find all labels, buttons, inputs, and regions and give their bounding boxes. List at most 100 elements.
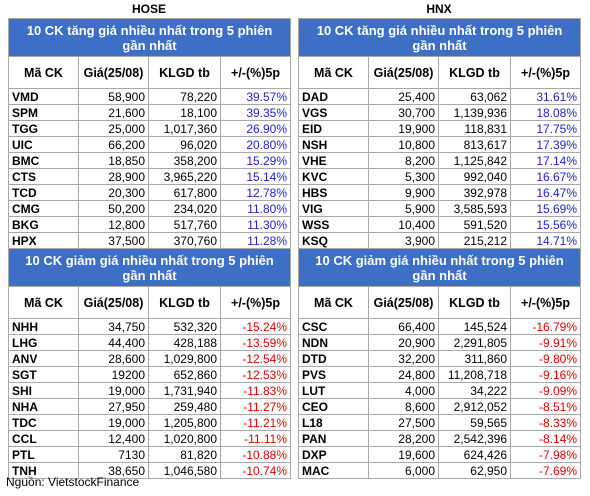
table-row: BMC 18,850 358,200 15.29% (8, 152, 292, 169)
column-header: +/-(%)5p (509, 56, 582, 89)
ticker-cell: PVS (298, 366, 369, 383)
change-cell: 17.39% (509, 136, 582, 153)
volume-cell: 81,820 (148, 446, 221, 463)
change-cell: -16.79% (509, 318, 582, 335)
price-cell: 12,800 (78, 216, 149, 233)
table-row: NHA 27,950 259,480 -11.27% (8, 398, 292, 415)
table-row: VMD 58,900 78,220 39.57% (8, 88, 292, 105)
table-row: HBS 9,900 392,978 16.47% (298, 184, 582, 201)
table-row: HPX 37,500 370,760 11.28% (8, 232, 292, 249)
change-cell: -9.80% (509, 350, 582, 367)
price-cell: 25,000 (78, 120, 149, 137)
change-cell: 11.30% (219, 216, 292, 233)
change-cell: -11.83% (219, 382, 292, 399)
volume-cell: 96,020 (148, 136, 221, 153)
change-cell: -11.21% (219, 414, 292, 431)
change-cell: 39.35% (219, 104, 292, 121)
gainers-section-header: 10 CK tăng giá nhiều nhất trong 5 phiên … (7, 18, 292, 57)
change-cell: 12.78% (219, 184, 292, 201)
table-row: DAD 25,400 63,062 31.61% (298, 88, 582, 105)
price-cell: 66,400 (368, 318, 439, 335)
ticker-cell: PAN (298, 430, 369, 447)
volume-cell: 1,205,800 (148, 414, 221, 431)
volume-cell: 311,860 (438, 350, 511, 367)
ticker-cell: NDN (298, 334, 369, 351)
price-cell: 10,800 (368, 136, 439, 153)
volume-cell: 11,208,718 (438, 366, 511, 383)
change-cell: 16.67% (509, 168, 582, 185)
price-cell: 50,200 (78, 200, 149, 217)
table-row: UIC 66,200 96,020 20.80% (8, 136, 292, 153)
price-cell: 27,950 (78, 398, 149, 415)
price-cell: 28,900 (78, 168, 149, 185)
volume-cell: 59,565 (438, 414, 511, 431)
change-cell: -11.11% (219, 430, 292, 447)
volume-cell: 34,222 (438, 382, 511, 399)
price-cell: 8,200 (368, 152, 439, 169)
table-row: NSH 10,800 813,617 17.39% (298, 136, 582, 153)
volume-cell: 2,912,052 (438, 398, 511, 415)
price-cell: 30,700 (368, 104, 439, 121)
volume-cell: 652,860 (148, 366, 221, 383)
volume-cell: 2,291,805 (438, 334, 511, 351)
volume-cell: 1,731,940 (148, 382, 221, 399)
table-row: NHH 34,750 532,320 -15.24% (8, 318, 292, 335)
column-header: Giá(25/08) (368, 286, 439, 319)
volume-cell: 2,542,396 (438, 430, 511, 447)
table-row: BKG 12,800 517,760 11.30% (8, 216, 292, 233)
ticker-cell: VMD (8, 88, 79, 105)
column-header: Giá(25/08) (78, 286, 149, 319)
change-cell: -8.51% (509, 398, 582, 415)
column-header: Giá(25/08) (368, 56, 439, 89)
change-cell: 11.28% (219, 232, 292, 249)
ticker-cell: VGS (298, 104, 369, 121)
column-header-row: Mã CK Giá(25/08) KLGD tb +/-(%)5p (8, 56, 292, 89)
table-row: NDN 20,900 2,291,805 -9.91% (298, 334, 582, 351)
price-cell: 19,600 (368, 446, 439, 463)
price-cell: 34,750 (78, 318, 149, 335)
price-cell: 21,600 (78, 104, 149, 121)
table-row: PVS 24,800 11,208,718 -9.16% (298, 366, 582, 383)
volume-cell: 532,320 (148, 318, 221, 335)
change-cell: 39.57% (219, 88, 292, 105)
table-row: CEO 8,600 2,912,052 -8.51% (298, 398, 582, 415)
change-cell: -9.91% (509, 334, 582, 351)
change-cell: -8.33% (509, 414, 582, 431)
change-cell: -7.69% (509, 462, 582, 479)
change-cell: -8.14% (509, 430, 582, 447)
losers-title: 10 CK giảm giá nhiều nhất trong 5 phiên … (7, 248, 292, 287)
ticker-cell: DTD (298, 350, 369, 367)
ticker-cell: MAC (298, 462, 369, 479)
table-row: VHE 8,200 1,125,842 17.14% (298, 152, 582, 169)
price-cell: 19,000 (78, 414, 149, 431)
change-cell: 31.61% (509, 88, 582, 105)
table-row: TDC 19,000 1,205,800 -11.21% (8, 414, 292, 431)
volume-cell: 145,524 (438, 318, 511, 335)
volume-cell: 358,200 (148, 152, 221, 169)
ticker-cell: LUT (298, 382, 369, 399)
ticker-cell: HBS (298, 184, 369, 201)
price-cell: 58,900 (78, 88, 149, 105)
price-cell: 10,400 (368, 216, 439, 233)
price-cell: 3,900 (368, 232, 439, 249)
change-cell: 17.75% (509, 120, 582, 137)
volume-cell: 1,139,936 (438, 104, 511, 121)
table-row: PTL 7130 81,820 -10.88% (8, 446, 292, 463)
price-cell: 7130 (78, 446, 149, 463)
column-header: Mã CK (298, 286, 369, 319)
column-header: Mã CK (8, 286, 79, 319)
ticker-cell: CMG (8, 200, 79, 217)
price-cell: 20,300 (78, 184, 149, 201)
change-cell: 15.29% (219, 152, 292, 169)
ticker-cell: SGT (8, 366, 79, 383)
volume-cell: 18,100 (148, 104, 221, 121)
price-cell: 20,900 (368, 334, 439, 351)
change-cell: -13.59% (219, 334, 292, 351)
volume-cell: 1,029,800 (148, 350, 221, 367)
hose-table: 10 CK tăng giá nhiều nhất trong 5 phiên … (7, 18, 292, 479)
table-row: KSQ 3,900 215,212 14.71% (298, 232, 582, 249)
change-cell: -12.53% (219, 366, 292, 383)
table-row: EID 19,900 118,831 17.75% (298, 120, 582, 137)
change-cell: 15.69% (509, 200, 582, 217)
ticker-cell: PTL (8, 446, 79, 463)
